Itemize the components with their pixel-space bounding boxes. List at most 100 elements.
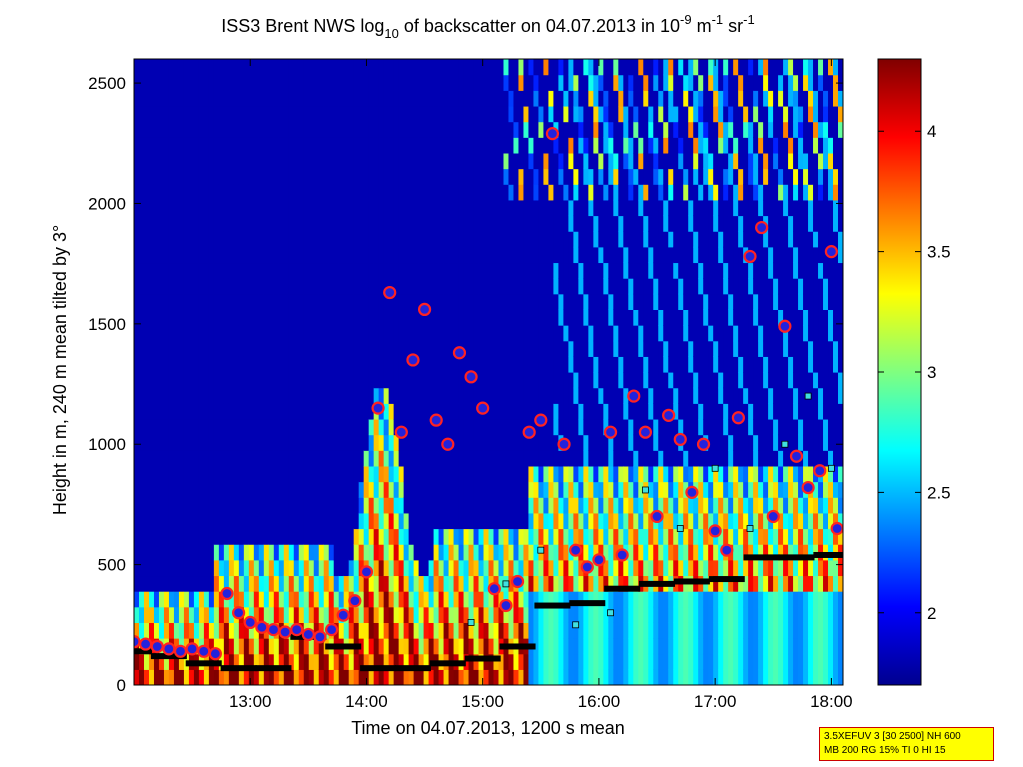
heatmap-cell (463, 387, 470, 404)
heatmap-cell (183, 481, 190, 498)
heatmap-cell (253, 465, 260, 483)
heatmap-cell (618, 497, 624, 514)
heatmap-cell (218, 59, 225, 76)
heatmap-cell (378, 199, 385, 217)
heatmap-cell (548, 293, 555, 310)
heatmap-cell (598, 418, 604, 436)
heatmap-cell (418, 481, 425, 498)
heatmap-cell (533, 278, 540, 295)
heatmap-cell (578, 575, 584, 592)
heatmap-cell (173, 184, 180, 201)
heatmap-cell (663, 638, 669, 655)
heatmap-cell (383, 262, 390, 279)
heatmap-cell (218, 450, 225, 467)
heatmap-cell (523, 559, 530, 577)
heatmap-cell (163, 387, 170, 404)
heatmap-cell (238, 418, 245, 436)
heatmap-cell (578, 137, 584, 154)
heatmap-cell (473, 168, 480, 185)
heatmap-cell (273, 215, 280, 232)
heatmap-cell (728, 372, 734, 389)
heatmap-cell (653, 59, 659, 76)
heatmap-cell (218, 356, 225, 373)
heatmap-cell (298, 497, 305, 514)
heatmap-cell (388, 184, 395, 201)
heatmap-cell (738, 544, 744, 561)
heatmap-cell (618, 59, 624, 76)
heatmap-cell (333, 403, 340, 420)
heatmap-cell (323, 418, 330, 436)
heatmap-cell (153, 340, 160, 357)
heatmap-cell (663, 669, 669, 685)
heatmap-cell (233, 559, 240, 577)
heatmap-cell (598, 653, 604, 670)
heatmap-cell (358, 387, 365, 404)
heatmap-cell (738, 497, 744, 514)
heatmap-cell (343, 387, 350, 404)
heatmap-cell (443, 403, 450, 420)
heatmap-cell (278, 74, 285, 91)
heatmap-cell (203, 74, 210, 91)
heatmap-cell (303, 168, 310, 185)
heatmap-cell (623, 356, 629, 373)
heatmap-cell (258, 293, 265, 310)
heatmap-cell (253, 199, 260, 217)
heatmap-cell (328, 90, 335, 107)
heatmap-cell (538, 152, 545, 170)
heatmap-cell (233, 591, 240, 608)
heatmap-cell (228, 168, 235, 185)
heatmap-cell (733, 309, 739, 326)
heatmap-cell (563, 653, 569, 670)
heatmap-cell (243, 528, 250, 545)
heatmap-cell (408, 121, 415, 138)
heatmap-cell (288, 137, 295, 154)
heatmap-cell (358, 544, 365, 561)
heatmap-cell (278, 669, 285, 685)
heatmap-cell (278, 450, 285, 467)
heatmap-cell (528, 356, 535, 373)
heatmap-cell (428, 591, 435, 608)
heatmap-cell (213, 575, 220, 592)
heatmap-cell (183, 528, 190, 545)
heatmap-cell (683, 465, 689, 483)
heatmap-cell (603, 246, 609, 264)
heatmap-cell (613, 512, 619, 530)
heatmap-cell (323, 669, 330, 685)
heatmap-cell (298, 465, 305, 483)
heatmap-cell (263, 105, 270, 123)
heatmap-cell (473, 105, 480, 123)
heatmap-cell (348, 90, 355, 107)
heatmap-cell (203, 168, 210, 185)
heatmap-cell (513, 231, 520, 248)
heatmap-cell (753, 137, 759, 154)
heatmap-cell (613, 575, 619, 592)
heatmap-cell (753, 215, 759, 232)
heatmap-cell (213, 638, 220, 655)
heatmap-cell (353, 669, 360, 685)
heatmap-cell (243, 90, 250, 107)
heatmap-cell (148, 403, 155, 420)
heatmap-cell (358, 606, 365, 623)
heatmap-cell (748, 638, 754, 655)
heatmap-cell (308, 278, 315, 295)
heatmap-cell (593, 418, 599, 436)
heatmap-cell (708, 434, 714, 451)
heatmap-cell (463, 622, 470, 639)
heatmap-cell (578, 591, 584, 608)
heatmap-cell (328, 481, 335, 498)
heatmap-cell (563, 215, 569, 232)
heatmap-cell (163, 403, 170, 420)
heatmap-cell (158, 215, 165, 232)
heatmap-cell (233, 418, 240, 436)
heatmap-cell (573, 622, 579, 639)
heatmap-cell (518, 356, 525, 373)
heatmap-cell (718, 199, 724, 217)
heatmap-cell (134, 184, 140, 201)
heatmap-cell (608, 559, 614, 577)
heatmap-cell (448, 199, 455, 217)
heatmap-cell (168, 403, 175, 420)
heatmap-cell (343, 528, 350, 545)
heatmap-cell (753, 231, 759, 248)
heatmap-cell (148, 356, 155, 373)
heatmap-cell (538, 325, 545, 342)
